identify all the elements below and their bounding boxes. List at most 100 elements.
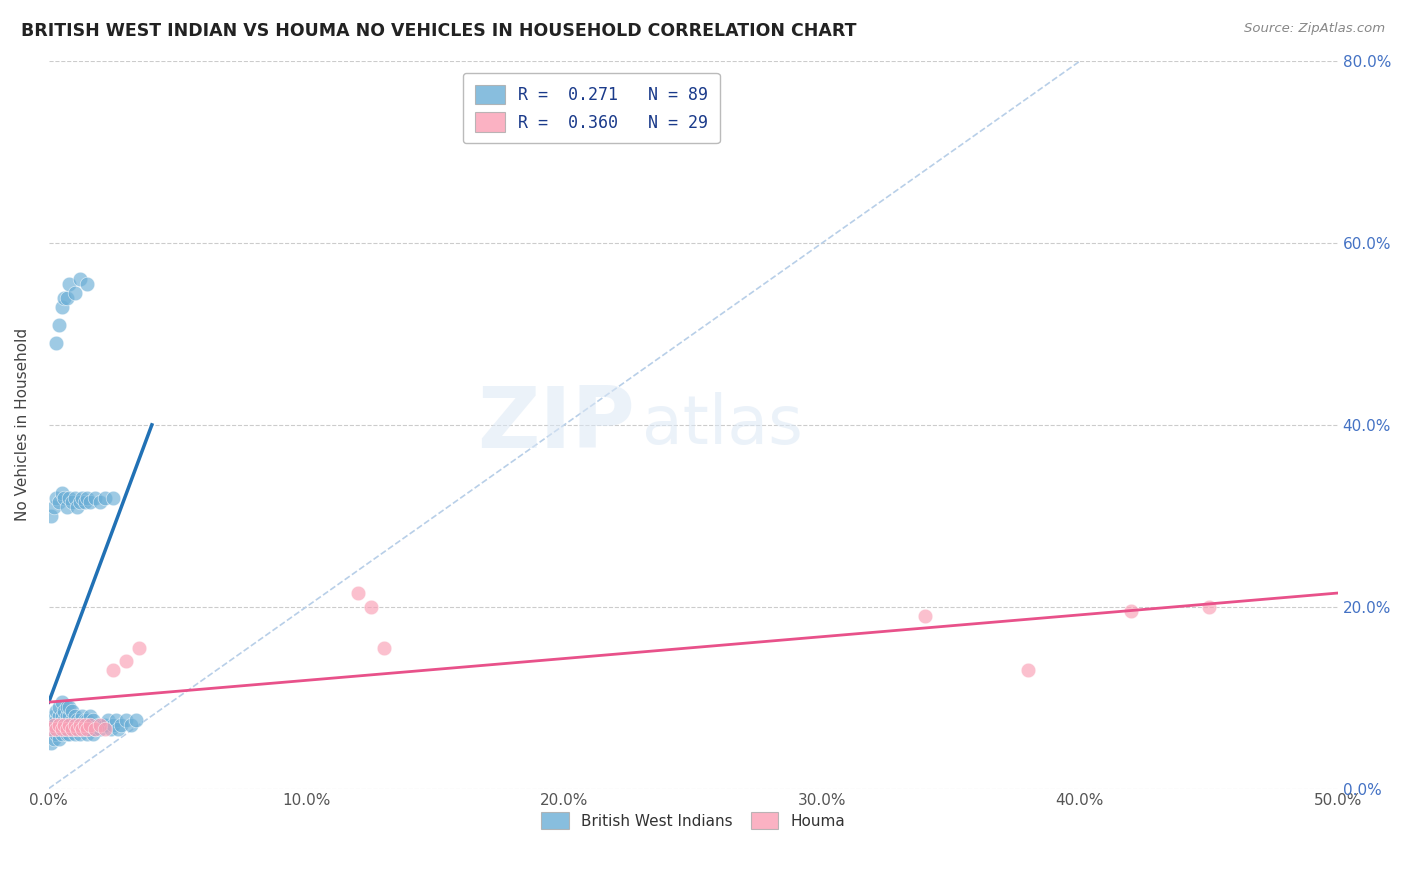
Point — [76, 714, 98, 728]
Point — [51, 486, 73, 500]
Point — [72, 723, 94, 737]
Point — [82, 714, 104, 728]
Point — [87, 718, 110, 732]
Y-axis label: No Vehicles in Household: No Vehicles in Household — [15, 328, 30, 522]
Point — [58, 491, 80, 505]
Point — [69, 727, 91, 741]
Point — [79, 718, 101, 732]
Point — [48, 731, 70, 746]
Point — [104, 714, 127, 728]
Point — [45, 704, 67, 718]
Point — [56, 500, 79, 514]
Text: BRITISH WEST INDIAN VS HOUMA NO VEHICLES IN HOUSEHOLD CORRELATION CHART: BRITISH WEST INDIAN VS HOUMA NO VEHICLES… — [21, 22, 856, 40]
Point — [53, 291, 76, 305]
Point — [58, 718, 80, 732]
Point — [56, 291, 79, 305]
Point — [53, 491, 76, 505]
Point — [103, 718, 125, 732]
Point — [60, 704, 83, 718]
Point — [42, 708, 65, 723]
Point — [66, 723, 89, 737]
Point — [60, 723, 83, 737]
Point — [48, 708, 70, 723]
Point — [53, 718, 76, 732]
Point — [103, 491, 125, 505]
Point — [73, 723, 96, 737]
Point — [56, 708, 79, 723]
Point — [56, 723, 79, 737]
Point — [103, 663, 125, 677]
Point — [58, 699, 80, 714]
Point — [63, 718, 86, 732]
Point — [110, 718, 132, 732]
Point — [53, 714, 76, 728]
Point — [41, 723, 63, 737]
Point — [48, 718, 70, 732]
Point — [69, 495, 91, 509]
Point — [58, 718, 80, 732]
Text: atlas: atlas — [641, 392, 803, 458]
Point — [1017, 663, 1039, 677]
Point — [73, 495, 96, 509]
Point — [56, 727, 79, 741]
Point — [51, 695, 73, 709]
Point — [1121, 604, 1143, 618]
Point — [91, 718, 114, 732]
Point — [51, 723, 73, 737]
Point — [41, 508, 63, 523]
Point — [89, 723, 111, 737]
Text: Source: ZipAtlas.com: Source: ZipAtlas.com — [1244, 22, 1385, 36]
Point — [72, 708, 94, 723]
Point — [914, 608, 936, 623]
Point — [72, 491, 94, 505]
Point — [42, 718, 65, 732]
Point — [63, 285, 86, 300]
Point — [63, 727, 86, 741]
Point — [1198, 599, 1220, 614]
Point — [89, 718, 111, 732]
Point — [84, 491, 107, 505]
Point — [100, 723, 122, 737]
Point — [45, 714, 67, 728]
Point — [66, 714, 89, 728]
Point — [48, 699, 70, 714]
Point — [72, 723, 94, 737]
Point — [125, 714, 148, 728]
Point — [76, 723, 98, 737]
Point — [69, 272, 91, 286]
Point — [66, 500, 89, 514]
Point — [56, 718, 79, 732]
Point — [45, 723, 67, 737]
Point — [94, 723, 117, 737]
Point — [60, 714, 83, 728]
Point — [79, 495, 101, 509]
Point — [82, 727, 104, 741]
Point — [42, 731, 65, 746]
Point — [120, 718, 142, 732]
Legend: British West Indians, Houma: British West Indians, Houma — [536, 805, 852, 836]
Point — [373, 640, 395, 655]
Point — [76, 491, 98, 505]
Point — [347, 586, 370, 600]
Point — [45, 491, 67, 505]
Point — [79, 723, 101, 737]
Point — [94, 718, 117, 732]
Point — [56, 699, 79, 714]
Point — [41, 736, 63, 750]
Point — [73, 714, 96, 728]
Point — [58, 727, 80, 741]
Point — [89, 495, 111, 509]
Point — [45, 727, 67, 741]
Point — [360, 599, 382, 614]
Point — [42, 500, 65, 514]
Point — [51, 727, 73, 741]
Point — [84, 723, 107, 737]
Point — [94, 491, 117, 505]
Point — [84, 723, 107, 737]
Point — [51, 708, 73, 723]
Point — [53, 723, 76, 737]
Point — [60, 723, 83, 737]
Point — [53, 704, 76, 718]
Point — [107, 723, 129, 737]
Text: ZIP: ZIP — [478, 384, 636, 467]
